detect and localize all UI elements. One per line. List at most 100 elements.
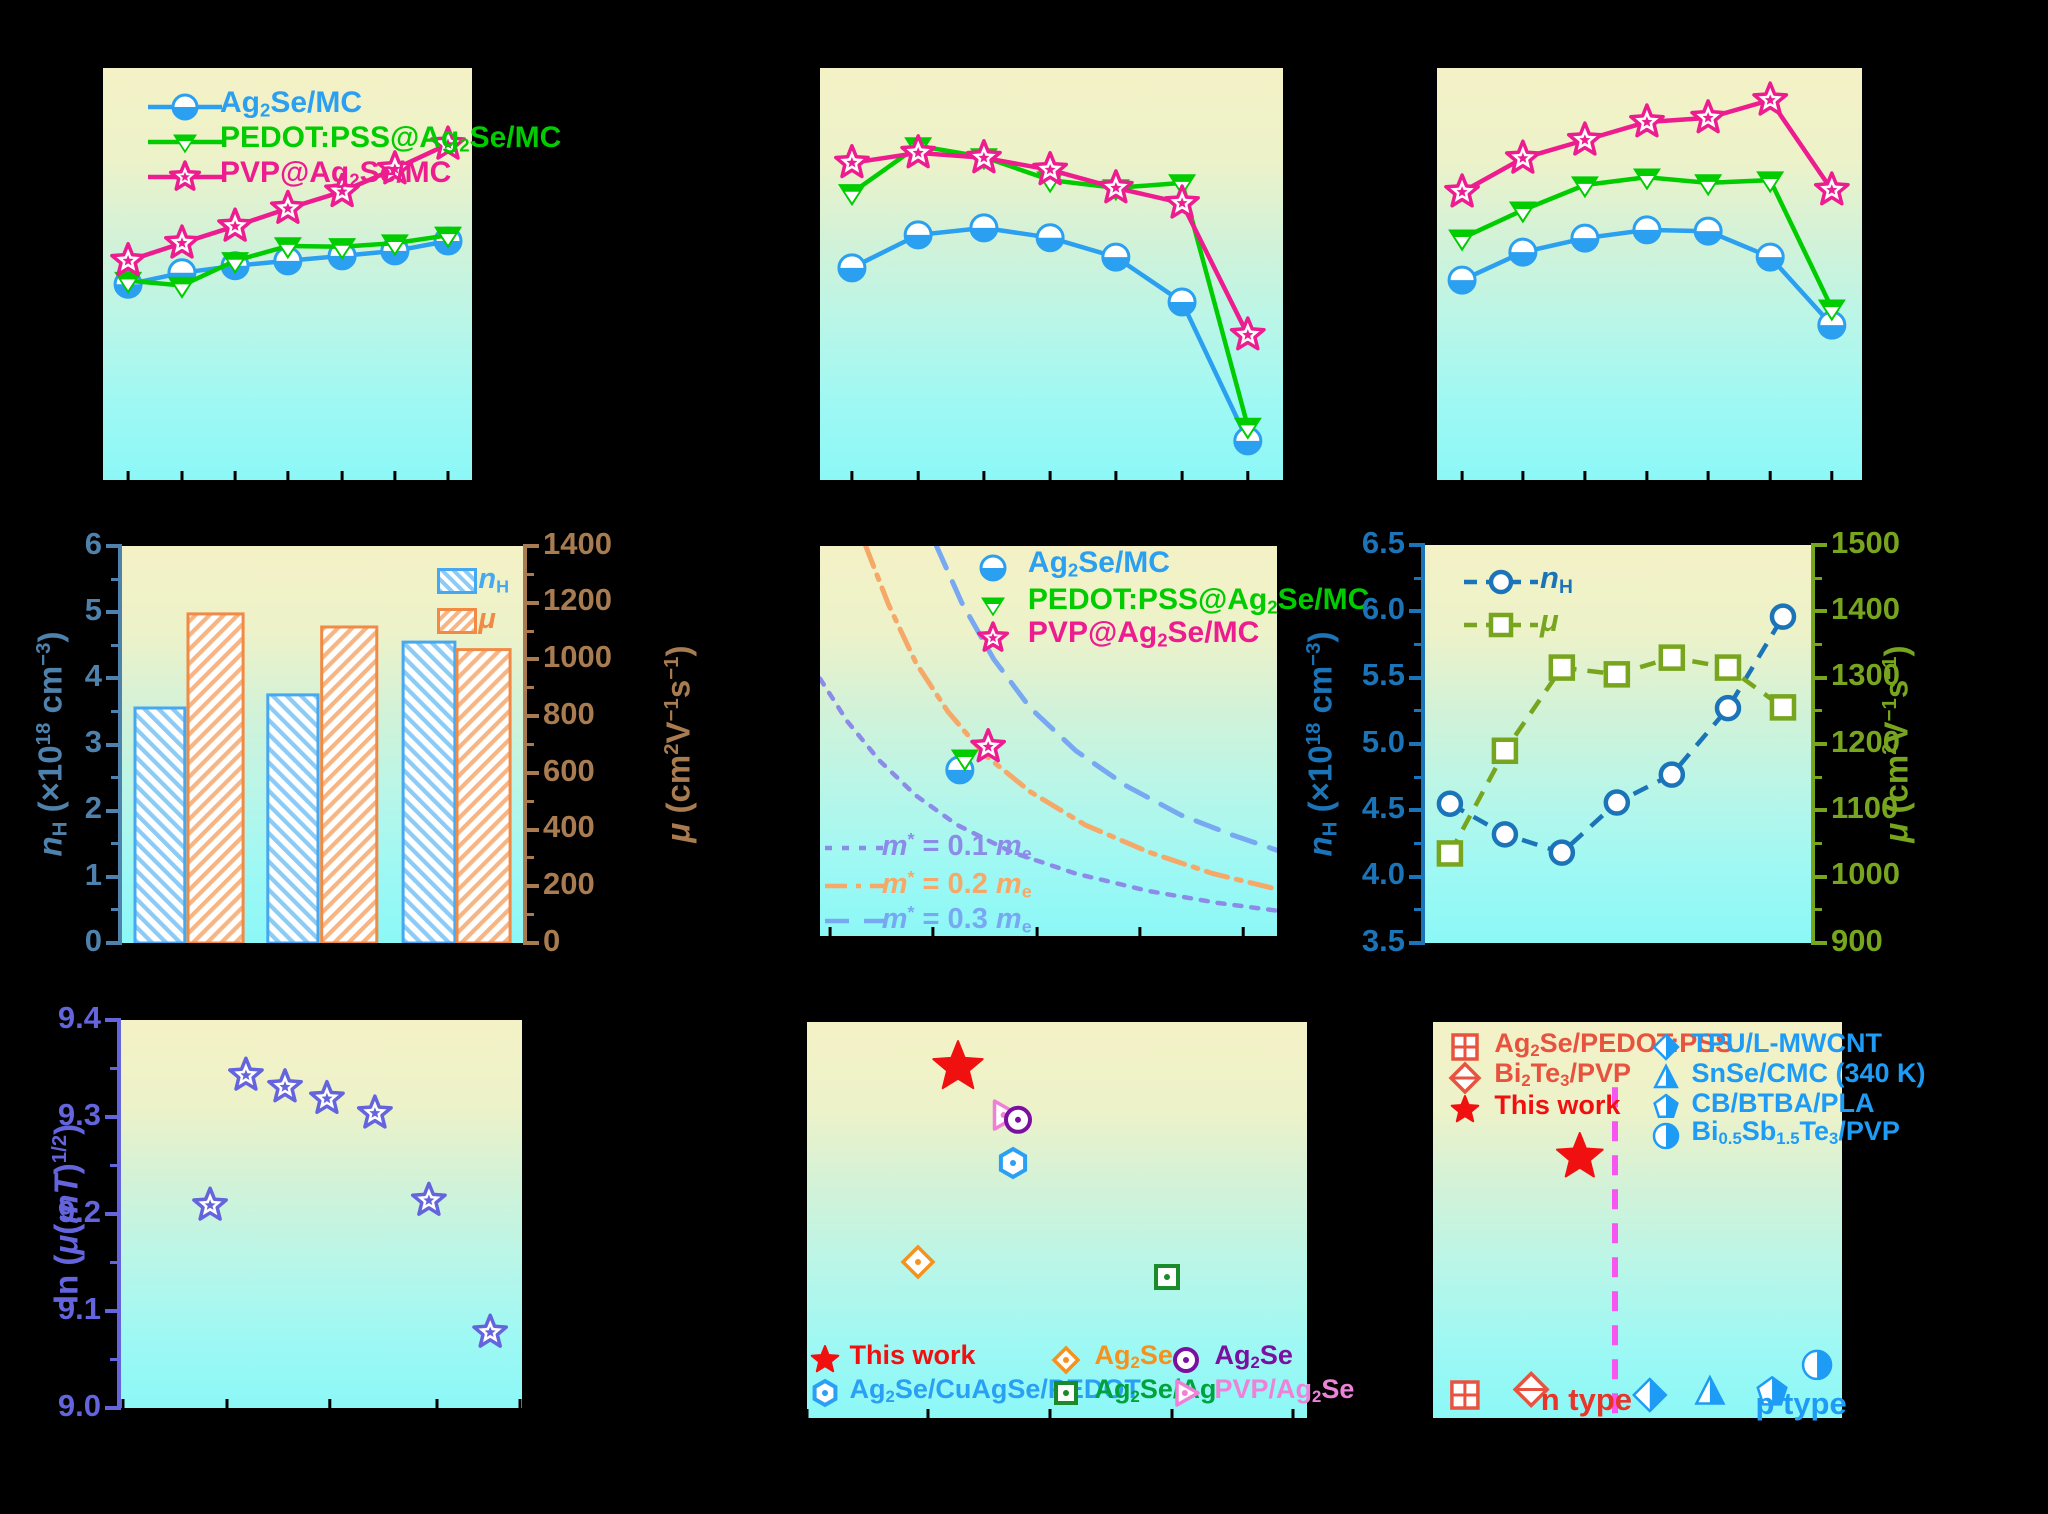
axis-major-tick xyxy=(105,1406,119,1410)
axis-tick-label: 400 xyxy=(543,809,595,845)
axis-major-tick xyxy=(525,941,539,945)
axis-minor-tick xyxy=(525,686,534,690)
axis-tick-label: 0 xyxy=(543,922,561,958)
axis-minor-tick xyxy=(110,1164,119,1167)
legend-series-label: PVP@Ag2Se/MC xyxy=(1027,616,1260,652)
axis-minor-tick xyxy=(110,1067,119,1070)
legend-label: TPU/L-MWCNT xyxy=(1691,1027,1882,1058)
curve-dash-sample-icon xyxy=(825,841,888,855)
legend-marker-icon xyxy=(1051,1378,1081,1408)
panel-h-plot: This work Ag2Se Ag2Se Ag2Se/CuAgSe/PEDOT Ag2… xyxy=(806,1022,1354,1418)
axis-left-spine xyxy=(118,544,122,945)
legend-label: Ag2Se xyxy=(1094,1340,1173,1373)
curve-dash-sample-icon xyxy=(825,879,888,893)
curve-label: m* = 0.2 me xyxy=(881,867,1032,902)
curve-dash-sample-icon xyxy=(825,914,888,928)
curve-label: m* = 0.3 me xyxy=(881,902,1032,937)
panel-a-plot: Ag2Se/MC PEDOT:PSS@Ag2Se/MC PVP@Ag2Se/MC xyxy=(103,68,561,480)
axis-minor-tick xyxy=(111,643,120,647)
axis-tick-label: 1300 xyxy=(1831,657,1900,693)
axis-minor-tick xyxy=(525,799,534,803)
legend-Ag2Se/MC-label: Ag2Se/MC xyxy=(219,85,362,121)
axis-minor-tick xyxy=(525,629,534,633)
legend-Ag2Se/MC-marker-icon xyxy=(146,90,224,124)
axis-title: nH (×1018 cm−3) xyxy=(1301,631,1342,857)
axis-tick-label: 3.5 xyxy=(1361,922,1405,958)
legend-mu-marker-icon xyxy=(1462,610,1540,640)
axis-left-spine xyxy=(117,1018,121,1410)
axis-tick-label: 1400 xyxy=(543,525,612,561)
panel-i-chart xyxy=(1450,1087,1833,1418)
axis-major-tick xyxy=(105,1212,119,1216)
axis-minor-tick xyxy=(1414,908,1423,912)
axis-major-tick xyxy=(1813,874,1827,879)
legend-swatch-icon xyxy=(437,607,478,634)
axis-tick-label: 4.5 xyxy=(1361,790,1405,826)
axis-title: ln (μ(mT)1/2) xyxy=(47,1123,85,1305)
legend-label: Bi0.5Sb1.5Te3/PVP xyxy=(1691,1116,1900,1149)
panel-f-chart xyxy=(1436,603,1797,867)
panel-g-chart xyxy=(121,1056,522,1408)
axis-major-tick xyxy=(1813,941,1827,945)
legend-label: This work xyxy=(849,1340,976,1371)
axis-tick-label: 4.0 xyxy=(1361,856,1405,892)
axis-tick-label: 1500 xyxy=(1831,524,1900,560)
axis-tick-label: 1100 xyxy=(1831,790,1899,826)
legend-marker-icon xyxy=(1448,1030,1482,1064)
axis-minor-tick xyxy=(1813,576,1822,580)
axis-major-tick xyxy=(525,714,539,719)
axis-major-tick xyxy=(106,941,120,945)
axis-major-tick xyxy=(1409,675,1423,680)
axis-minor-tick xyxy=(1414,576,1423,580)
axis-tick-label: 800 xyxy=(543,695,595,731)
axis-tick-label: 5 xyxy=(84,591,102,627)
legend-series-marker-icon xyxy=(973,618,1013,658)
axis-title: μ (cm2V−1s−1) xyxy=(659,645,697,843)
axis-left-spine xyxy=(1421,543,1425,945)
legend-PVP@Ag2Se/MC-marker-icon xyxy=(146,157,224,197)
axis-tick-label: 1400 xyxy=(1831,591,1900,627)
axis-major-tick xyxy=(1409,874,1423,879)
axis-minor-tick xyxy=(1813,842,1822,845)
axis-minor-tick xyxy=(110,1358,119,1361)
legend-mu-label: μ xyxy=(1540,602,1559,638)
axis-tick-label: 1000 xyxy=(1831,856,1900,892)
legend-marker-icon xyxy=(1446,1091,1484,1129)
legend-label: CB/BTBA/PLA xyxy=(1691,1087,1875,1118)
axis-major-tick xyxy=(105,1018,119,1022)
legend-PVP@Ag2Se/MC-label: PVP@Ag2Se/MC xyxy=(219,155,452,191)
axis-minor-tick xyxy=(525,913,534,917)
axis-major-tick xyxy=(1409,941,1423,945)
legend-label: Ag2Se/CuAgSe/PEDOT xyxy=(849,1373,1141,1406)
panel-d-chart xyxy=(133,612,512,943)
legend-marker-icon xyxy=(1169,1376,1203,1410)
axis-minor-tick xyxy=(1414,775,1423,779)
axis-tick-label: 6 xyxy=(84,525,102,561)
legend-marker-icon xyxy=(806,1341,844,1379)
axis-major-tick xyxy=(525,600,539,605)
axis-minor-tick xyxy=(111,776,120,780)
axis-major-tick xyxy=(1409,543,1423,547)
legend-swatch-icon xyxy=(437,567,478,594)
axis-major-tick xyxy=(1813,609,1827,614)
legend-marker-icon xyxy=(1649,1090,1683,1124)
axis-major-tick xyxy=(105,1309,119,1313)
axis-tick-label: 3 xyxy=(84,724,102,760)
axis-minor-tick xyxy=(525,572,534,576)
axis-minor-tick xyxy=(1414,643,1423,646)
axis-tick-label: 2 xyxy=(84,790,102,826)
axis-tick-label: 1200 xyxy=(543,582,612,618)
legend-n_H-marker-icon xyxy=(1462,567,1540,597)
legend-PEDOT:PSS@Ag2Se/MC-label: PEDOT:PSS@Ag2Se/MC xyxy=(219,120,562,156)
panel-b-chart xyxy=(834,134,1266,480)
axis-tick-label: 1 xyxy=(84,856,102,892)
legend-label: SnSe/CMC (340 K) xyxy=(1691,1058,1926,1089)
axis-major-tick xyxy=(106,676,120,681)
axis-minor-tick xyxy=(111,842,120,846)
legend-label: This work xyxy=(1494,1090,1621,1121)
axis-major-tick xyxy=(525,827,539,832)
axis-tick-label: 0 xyxy=(84,922,102,958)
axis-tick-label: 600 xyxy=(543,752,595,788)
curve-label: m* = 0.1 me xyxy=(881,829,1032,864)
